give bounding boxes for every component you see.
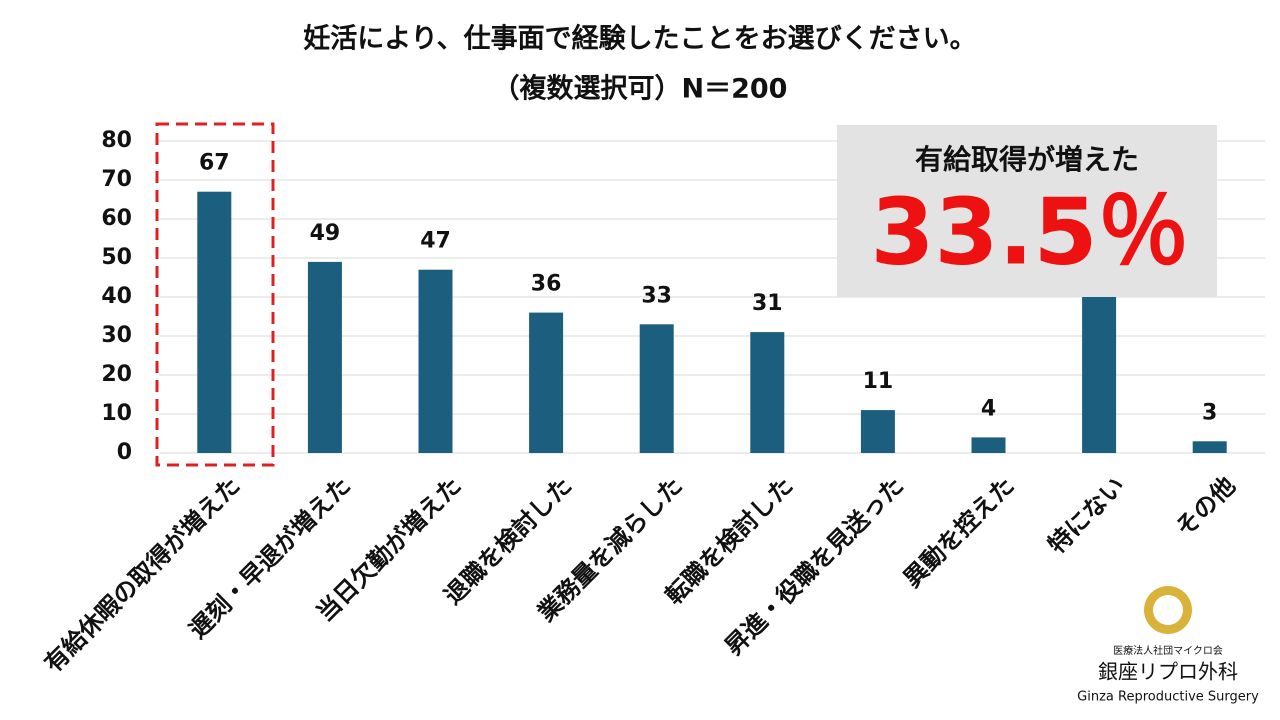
x-tick-label: 特にない	[1043, 471, 1131, 559]
chart-title: 妊活により、仕事面で経験したことをお選びください。	[303, 23, 976, 55]
value-label: 47	[420, 229, 451, 254]
x-tick-label: 有給休暇の取得が増えた	[39, 471, 245, 677]
y-tick-label: 10	[101, 401, 132, 426]
logo-name-en: Ginza Reproductive Surgery	[1077, 690, 1259, 705]
x-tick-label: 昇進・役職を見送った	[720, 471, 910, 661]
value-label: 4	[981, 396, 996, 421]
bar	[750, 332, 785, 453]
bar	[529, 312, 564, 453]
logo-mark-inner	[1153, 595, 1183, 625]
y-tick-label: 30	[101, 323, 132, 348]
x-tick-label: 異動を控えた	[898, 471, 1020, 593]
y-tick-label: 20	[101, 362, 132, 387]
y-tick-label: 70	[101, 167, 132, 192]
callout-label: 有給取得が増えた	[915, 143, 1139, 176]
bar	[307, 261, 342, 453]
value-label: 67	[199, 151, 230, 176]
bar	[197, 191, 232, 453]
y-tick-label: 80	[101, 128, 132, 153]
value-label: 33	[641, 283, 672, 308]
value-label: 3	[1202, 400, 1217, 425]
value-label: 31	[752, 291, 783, 316]
logo-name: 銀座リプロ外科	[1098, 660, 1238, 684]
y-tick-label: 40	[101, 284, 132, 309]
bar	[1192, 441, 1227, 453]
value-label: 11	[863, 369, 894, 394]
callout-value: 33.5％	[871, 178, 1190, 285]
chart-subtitle: （複数選択可）N＝200	[493, 73, 788, 105]
logo: 医療法人社団マイクロ会 銀座リプロ外科 Ginza Reproductive S…	[1077, 586, 1259, 705]
value-label: 36	[531, 272, 562, 297]
y-tick-label: 50	[101, 245, 132, 270]
value-label: 49	[310, 221, 341, 246]
bar	[639, 324, 674, 453]
y-tick-label: 0	[117, 440, 132, 465]
x-tick-label: その他	[1170, 471, 1241, 542]
bar	[860, 410, 895, 453]
logo-org: 医療法人社団マイクロ会	[1113, 644, 1223, 657]
highlight-frame	[155, 122, 275, 467]
y-tick-label: 60	[101, 206, 132, 231]
bar	[418, 269, 453, 453]
bar	[971, 437, 1006, 453]
callout-box	[837, 125, 1217, 297]
